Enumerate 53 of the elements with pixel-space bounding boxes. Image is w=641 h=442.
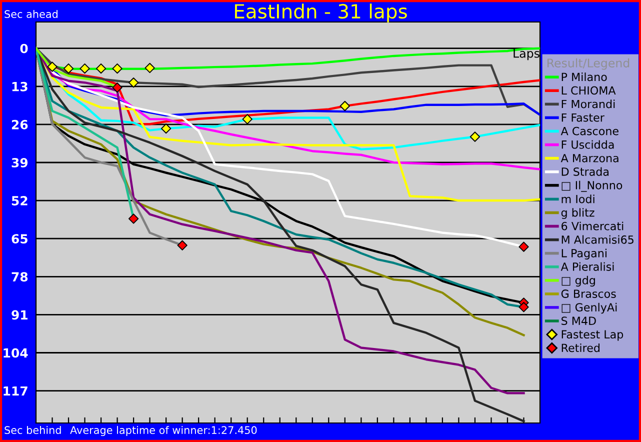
y-tick-label: 39	[12, 158, 28, 168]
point	[63, 63, 74, 74]
point	[340, 100, 350, 112]
point	[112, 82, 122, 93]
point	[112, 63, 122, 74]
legend-label: L CHIOMA	[562, 86, 616, 95]
legend-title: Result/Legend	[547, 58, 630, 70]
point	[47, 62, 58, 72]
legend-label: F Uscidda	[562, 140, 614, 149]
legend-label: L Pagani	[562, 248, 606, 260]
y-tick-label: 91	[12, 310, 28, 320]
y-tick-label: 26	[12, 120, 28, 130]
y-tick-label: 104	[4, 348, 28, 358]
y-tick-label: 117	[4, 386, 28, 396]
legend-label: g blitz	[561, 208, 594, 219]
legend-label: A Pieralisi	[560, 262, 614, 271]
legend-label: F Faster	[562, 113, 604, 122]
legend-label: □ GenlyAi	[562, 302, 617, 314]
point	[96, 63, 106, 74]
legend-label: Retired	[562, 343, 600, 352]
point	[242, 114, 252, 124]
legend-label: 6 Vimercati	[562, 222, 624, 230]
legend-label: P Milano	[562, 72, 607, 82]
legend-label: G Brascos	[561, 290, 616, 298]
y-tick-label: 52	[12, 196, 28, 206]
legend-label: A Marzona	[560, 154, 618, 162]
point	[128, 214, 139, 224]
chart-title: EastIndn - 31 laps	[235, 4, 407, 22]
point	[144, 62, 155, 74]
legend-label: D Strada	[562, 167, 609, 176]
y-tick-label: 13	[12, 82, 28, 92]
legend-label: □ gdg	[562, 276, 595, 287]
legend-label: F Morandi	[562, 100, 615, 108]
point	[470, 132, 480, 142]
legend-label: □ Il_Nonno	[562, 180, 622, 192]
text: Average laptime of winner:1:27.450	[70, 426, 257, 436]
y-tick-label: 0	[20, 44, 28, 54]
point	[518, 302, 529, 312]
point	[177, 240, 188, 250]
legend-label: M Alcamisi65	[562, 235, 634, 244]
point	[160, 123, 172, 134]
point	[128, 78, 139, 88]
legend-label: Fastest Lap	[562, 330, 624, 341]
legend-label: m Iodi	[562, 194, 594, 204]
legend-label: A Cascone	[560, 126, 618, 136]
legend-label: S M4D	[562, 316, 596, 326]
x-axis-title: Laps	[514, 49, 540, 60]
point	[80, 63, 90, 74]
text: Sec behind	[4, 426, 61, 434]
y-tick-label: 78	[12, 272, 28, 282]
text: Sec ahead	[4, 10, 58, 18]
point	[518, 242, 529, 252]
y-tick-label: 65	[12, 234, 28, 244]
